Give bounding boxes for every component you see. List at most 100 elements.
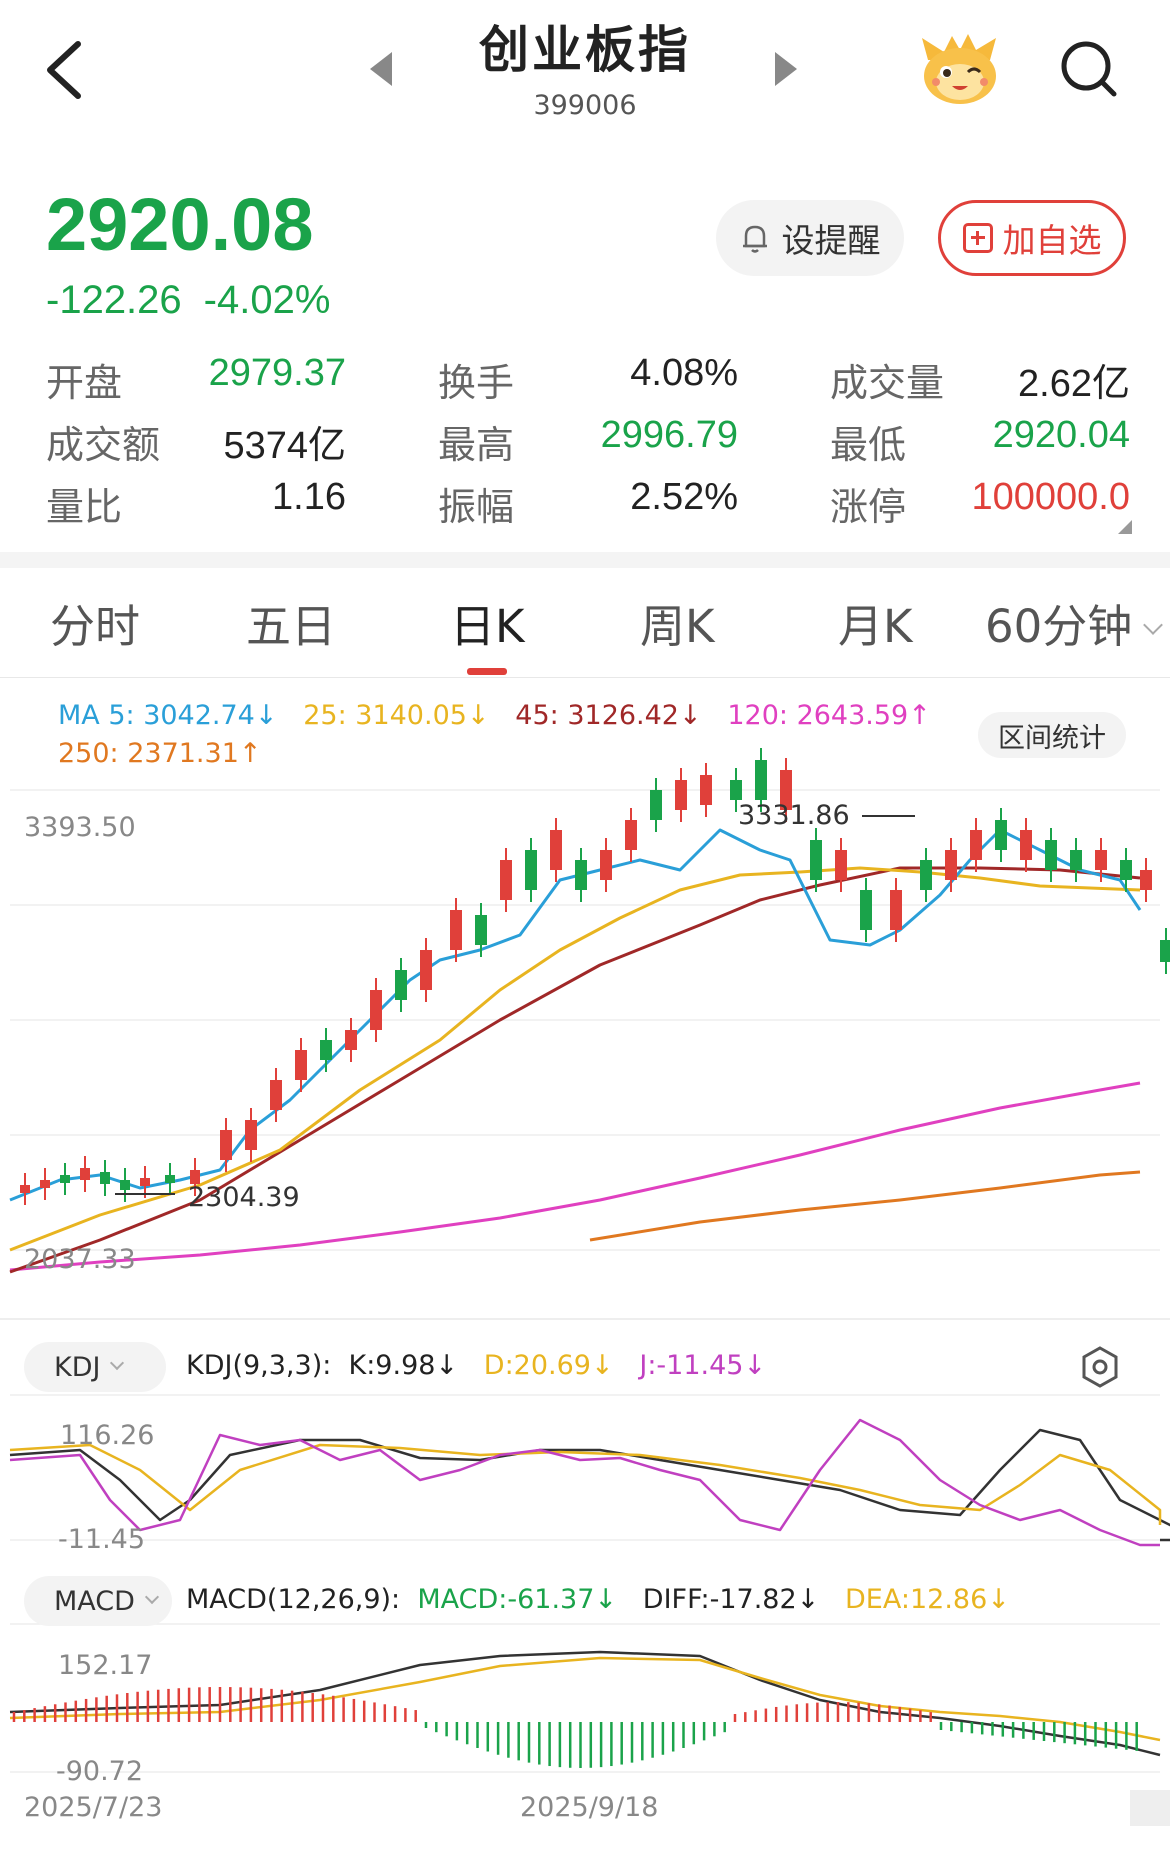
kdj-selector[interactable]: KDJ <box>24 1342 166 1392</box>
stat-label: 换手 <box>438 361 515 405</box>
next-index-icon[interactable] <box>775 52 797 86</box>
candle-body <box>1045 840 1057 870</box>
candle-body <box>370 990 382 1030</box>
add-favorite-button[interactable]: 加自选 <box>938 200 1126 276</box>
current-price: 2920.08 <box>46 183 314 266</box>
candle-body <box>100 1172 110 1184</box>
macd-diff-line <box>9 1650 1161 1757</box>
tab-minute[interactable]: 分时 <box>50 600 141 653</box>
candle-body <box>625 820 637 850</box>
candle-body <box>810 840 822 880</box>
candle-body <box>1020 830 1032 860</box>
stat-item: 最低 2920.04 <box>830 414 1130 467</box>
kdj-axis-top: 116.26 <box>60 1420 154 1451</box>
candle-body <box>920 860 932 890</box>
stat-label: 开盘 <box>46 361 123 405</box>
candle-body <box>675 780 687 810</box>
ma25-value: 25: 3140.05↓ <box>303 700 490 731</box>
stat-item: 振幅 2.52% <box>438 476 738 529</box>
macd-diff: DIFF:-17.82↓ <box>642 1584 820 1615</box>
candle-body <box>1120 860 1132 880</box>
kdj-params: KDJ(9,3,3): <box>186 1350 332 1381</box>
kline-bottom-divider <box>0 1318 1170 1320</box>
indicator-settings-icon[interactable] <box>1080 1345 1120 1389</box>
tab-60-minute[interactable]: 60分钟 <box>985 590 1164 655</box>
kdj-values: KDJ(9,3,3): K:9.98↓ D:20.69↓ J:-11.45↓ <box>186 1350 766 1381</box>
candle-body <box>890 890 902 930</box>
add-box-icon <box>962 223 993 253</box>
stat-item: 成交额 5374亿 <box>46 414 346 467</box>
add-favorite-label: 加自选 <box>1002 221 1102 260</box>
previous-index-icon[interactable] <box>370 52 392 86</box>
expand-corner-icon[interactable] <box>1118 520 1132 534</box>
mascot-icon[interactable] <box>918 30 1002 108</box>
ma-legend-row-1: MA 5: 3042.74↓ 25: 3140.05↓ 45: 3126.42↓… <box>58 700 931 731</box>
low-marker-label: 2304.39 <box>188 1182 300 1213</box>
candle-body <box>345 1030 357 1050</box>
tab-daily-k[interactable]: 日K <box>450 600 525 653</box>
kdj-j-line <box>9 1418 1160 1547</box>
candle-body <box>600 850 612 880</box>
ma45-value: 45: 3126.42↓ <box>515 700 702 731</box>
kdj-k-line <box>9 1428 1170 1542</box>
candle-body <box>730 780 742 800</box>
tab-60-minute-label: 60分钟 <box>985 600 1133 653</box>
tab-weekly-k[interactable]: 周K <box>640 600 715 653</box>
candle-body <box>860 890 872 930</box>
period-tabs: 分时 五日 日K 周K 月K 60分钟 <box>0 580 1170 678</box>
candle-body <box>270 1080 282 1110</box>
date-mid: 2025/9/18 <box>520 1792 659 1823</box>
search-icon[interactable] <box>1058 38 1120 100</box>
date-start: 2025/7/23 <box>24 1792 163 1823</box>
candle-body <box>650 790 662 820</box>
chevron-down-icon <box>110 1355 125 1371</box>
ma5-value: MA 5: 3042.74↓ <box>58 700 278 731</box>
kdj-axis-bottom: -11.45 <box>58 1524 145 1555</box>
macd-selector[interactable]: MACD <box>24 1576 172 1626</box>
index-code: 399006 <box>533 90 637 121</box>
macd-dea-line <box>9 1656 1161 1742</box>
macd-axis-top: 152.17 <box>58 1650 152 1681</box>
stat-value: 2996.79 <box>600 414 738 456</box>
tab-five-day[interactable]: 五日 <box>246 600 337 653</box>
chart-grid <box>10 789 1160 1773</box>
candle-body <box>245 1120 257 1150</box>
back-arrow-icon[interactable] <box>40 38 90 102</box>
stat-value: 2.62亿 <box>1018 363 1130 405</box>
ma-legend-row-2: 250: 2371.31↑ <box>58 738 262 769</box>
high-marker-label: 3331.86 <box>738 800 850 831</box>
kline-axis-bottom: 2037.33 <box>24 1244 136 1275</box>
scroll-handle[interactable] <box>1130 1790 1170 1826</box>
stat-value: 1.16 <box>272 476 346 518</box>
candle-body <box>1140 870 1152 890</box>
stat-label: 量比 <box>46 485 123 529</box>
candle-body <box>835 850 847 880</box>
macd-axis-bottom: -90.72 <box>56 1756 143 1787</box>
high-marker: 3331.86 <box>738 800 915 831</box>
stat-value: 2.52% <box>630 476 738 518</box>
chart-lines <box>9 828 1170 1757</box>
stat-label: 最低 <box>830 423 907 467</box>
candle-body <box>80 1168 90 1180</box>
section-divider <box>0 552 1170 568</box>
candle-body <box>140 1178 150 1186</box>
page-title: 创业板指 <box>479 21 691 79</box>
change-value: -122.26 <box>46 278 182 322</box>
candle-body <box>395 970 407 1000</box>
candle-body <box>475 915 487 945</box>
stat-item: 涨停 100000.0 <box>830 476 1130 529</box>
change-percent: -4.02% <box>203 278 331 322</box>
range-statistics-button[interactable]: 区间统计 <box>978 712 1126 758</box>
kdj-j: J:-11.45↓ <box>639 1350 767 1381</box>
tab-monthly-k[interactable]: 月K <box>838 600 913 653</box>
candle-body <box>20 1185 30 1193</box>
stat-item: 成交量 2.62亿 <box>830 352 1130 405</box>
candle-body <box>525 850 537 890</box>
stat-value: 2979.37 <box>208 352 346 394</box>
set-alert-button[interactable]: 设提醒 <box>716 200 904 276</box>
candle-body <box>220 1130 232 1160</box>
candle-body <box>755 760 767 800</box>
stat-label: 振幅 <box>438 485 515 529</box>
macd-params: MACD(12,26,9): <box>186 1584 401 1615</box>
